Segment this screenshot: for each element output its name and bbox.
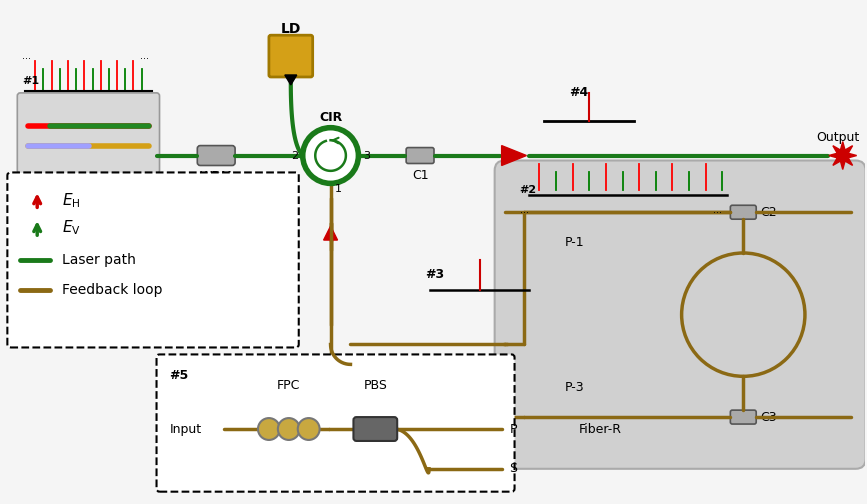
FancyBboxPatch shape: [198, 146, 235, 165]
Text: ...: ...: [23, 51, 31, 61]
Text: #3: #3: [425, 268, 444, 281]
Circle shape: [277, 418, 300, 440]
FancyBboxPatch shape: [495, 160, 865, 469]
Text: C3: C3: [759, 411, 777, 423]
FancyBboxPatch shape: [354, 417, 397, 441]
Text: 1: 1: [335, 184, 342, 195]
Text: Fiber-R: Fiber-R: [579, 422, 623, 435]
Text: 3: 3: [363, 151, 370, 161]
Text: Fiber laser: Fiber laser: [55, 176, 121, 189]
Text: #2: #2: [519, 185, 537, 196]
Text: Laser path: Laser path: [62, 253, 136, 267]
Text: #5: #5: [169, 369, 189, 382]
Text: P-3: P-3: [564, 381, 583, 394]
FancyBboxPatch shape: [157, 354, 514, 492]
Text: WDM: WDM: [199, 170, 232, 183]
Circle shape: [297, 418, 320, 440]
Circle shape: [303, 128, 358, 183]
Text: #1: #1: [23, 76, 39, 86]
FancyBboxPatch shape: [269, 35, 313, 77]
Text: ...: ...: [519, 205, 529, 215]
Polygon shape: [829, 142, 857, 169]
Text: $E_{\mathrm{V}}$: $E_{\mathrm{V}}$: [62, 219, 81, 237]
Text: $E_{\mathrm{H}}$: $E_{\mathrm{H}}$: [62, 191, 81, 210]
Polygon shape: [285, 75, 297, 85]
Text: 2: 2: [290, 151, 297, 161]
Text: P-1: P-1: [564, 235, 583, 248]
Text: ...: ...: [140, 51, 148, 61]
FancyBboxPatch shape: [406, 148, 434, 163]
Text: PBS: PBS: [363, 379, 388, 392]
FancyBboxPatch shape: [730, 410, 756, 424]
Text: Feedback loop: Feedback loop: [62, 283, 162, 297]
Text: #4: #4: [570, 86, 589, 99]
Text: Output: Output: [816, 131, 859, 144]
Text: CIR: CIR: [319, 111, 342, 124]
Polygon shape: [502, 146, 526, 165]
Text: C2: C2: [759, 206, 777, 219]
Text: Input: Input: [169, 422, 202, 435]
Text: P: P: [510, 422, 517, 435]
Text: ...: ...: [714, 205, 722, 215]
FancyBboxPatch shape: [730, 205, 756, 219]
Text: C1: C1: [412, 169, 428, 182]
FancyBboxPatch shape: [7, 172, 299, 347]
Text: FPC: FPC: [277, 379, 301, 392]
Circle shape: [681, 253, 805, 376]
Text: S: S: [510, 462, 518, 475]
FancyBboxPatch shape: [17, 93, 160, 173]
Polygon shape: [323, 226, 337, 240]
Circle shape: [258, 418, 280, 440]
Text: LD: LD: [281, 22, 301, 36]
